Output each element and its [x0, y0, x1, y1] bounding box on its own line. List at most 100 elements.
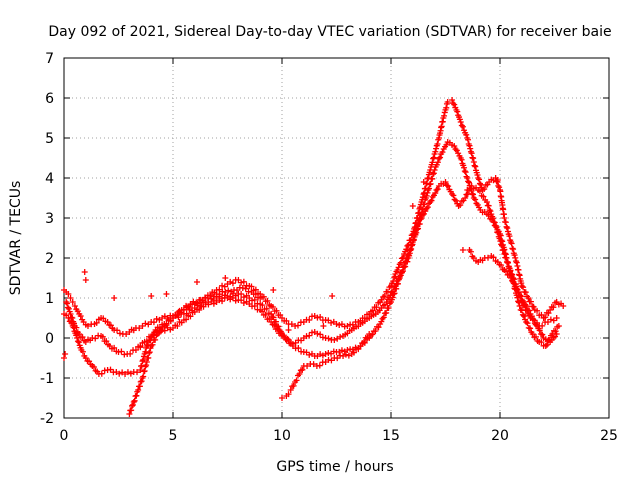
data-point-s2-47-1: [476, 188, 483, 195]
data-point-s5-5-2: [498, 262, 505, 269]
data-point-s6-5: [137, 343, 144, 349]
data-point-s2-29: [331, 337, 338, 343]
data-point-s6-14: [392, 271, 399, 277]
data-point-s4-12-4: [364, 334, 371, 341]
data-point-s3-1-3: [133, 392, 140, 399]
data-point-s5-4-1: [490, 254, 497, 261]
data-point-s3-7-3: [167, 318, 174, 325]
data-point-s2-37-4: [404, 252, 411, 259]
data-point-s2-18-1: [216, 297, 223, 304]
data-point-s2-10: [132, 347, 139, 353]
data-point-s2-20-2: [240, 300, 247, 307]
data-point-s1-58: [542, 343, 549, 349]
data-point-s2-42-2: [445, 183, 452, 190]
data-point-s3-1: [130, 399, 137, 405]
data-point-s0-69: [560, 303, 567, 309]
data-point-s0-67: [547, 307, 554, 313]
data-point-s3-16-1: [242, 285, 249, 292]
data-point-s1-46-1: [465, 178, 472, 185]
data-point-s3-4: [143, 359, 150, 365]
data-point-s0-60-4: [504, 225, 511, 232]
data-point-s2-45: [462, 195, 469, 201]
data-point-s2-25: [289, 341, 296, 347]
data-point-s4-2-2: [290, 382, 297, 389]
y-tick-label-5: 3: [45, 211, 54, 227]
data-point-s0-48-4: [443, 104, 450, 111]
data-point-s0-45-3: [429, 159, 436, 166]
data-point-s0-52-1: [458, 122, 465, 129]
data-point-s5-9-2: [523, 303, 530, 310]
data-point-s1-35-2: [379, 315, 386, 322]
data-point-s0-27-4: [264, 297, 271, 304]
data-point-s0-35: [333, 321, 340, 327]
data-point-s1-45-6: [462, 169, 469, 176]
data-point-s0-64-4: [530, 303, 537, 310]
data-point-s1-41-5: [437, 154, 444, 161]
data-point-s1-12-3: [139, 358, 146, 365]
y-tick-label-4: 2: [45, 251, 54, 267]
data-point-s2-39-1: [419, 211, 426, 218]
data-point-s3-14-1: [225, 287, 232, 294]
data-point-s4-10-1: [342, 351, 349, 358]
data-point-s6-17: [459, 247, 466, 253]
data-point-s1-40-1: [423, 192, 430, 199]
data-point-s0-4: [69, 299, 76, 305]
data-point-s1-3: [74, 335, 81, 341]
data-point-s2-36-6: [398, 269, 405, 276]
data-point-s0-61-3: [510, 246, 517, 253]
data-point-s2-6-1: [99, 333, 106, 340]
x-tick-label-1: 5: [169, 428, 178, 444]
data-point-s2-36-1: [393, 281, 400, 288]
data-point-s2-38-1: [410, 237, 417, 244]
data-point-s5-10-3: [531, 317, 538, 324]
data-point-s3-7-1: [163, 322, 170, 329]
data-point-s2-0-2: [64, 304, 71, 311]
data-point-s6-0: [61, 355, 67, 361]
data-point-s2-24-3: [285, 336, 292, 343]
data-point-s1-47-1: [472, 196, 479, 203]
data-point-s0-52-5: [463, 131, 470, 138]
data-point-s0-50: [449, 97, 456, 103]
data-point-s0-46-4: [434, 140, 441, 147]
data-point-s0-33-2: [317, 314, 324, 321]
data-point-s2-21-2: [251, 303, 258, 310]
data-point-s2-15-3: [187, 313, 194, 320]
data-point-s2-38-9: [417, 216, 424, 223]
data-point-s1-4-1: [79, 348, 86, 355]
data-point-s2-22-1: [259, 308, 266, 315]
data-point-s0-24-1: [227, 278, 234, 285]
data-point-s3-3-3: [141, 368, 148, 375]
data-point-s6-8: [193, 279, 200, 285]
data-point-s0-35-1: [336, 322, 343, 329]
data-point-s1-49-1: [485, 211, 492, 218]
data-point-s1-56: [529, 331, 536, 337]
data-point-s1-55: [523, 319, 530, 325]
data-point-s3-3-5: [143, 362, 150, 369]
data-point-s2-19: [224, 295, 231, 301]
data-point-s2-22-3: [262, 311, 269, 318]
data-point-s1-31-2: [338, 347, 345, 354]
data-point-s5-3-1: [485, 254, 492, 261]
data-point-s2-49-7: [498, 241, 505, 248]
data-point-s4-10: [340, 353, 347, 359]
data-point-s1-30-1: [325, 350, 332, 357]
data-point-s1-32: [344, 347, 351, 353]
data-point-s4-0: [279, 395, 285, 401]
data-point-s2-35-3: [387, 292, 394, 299]
x-tick-label-0: 0: [60, 428, 69, 444]
data-point-s5-7-2: [510, 279, 517, 286]
data-point-s1-57-1: [538, 339, 545, 346]
data-point-s0-6-1: [77, 313, 84, 320]
data-point-s2-29-2: [337, 333, 344, 340]
data-point-s0-49: [444, 99, 451, 105]
data-point-s0-44-3: [420, 191, 427, 198]
data-point-s3-18: [257, 295, 264, 301]
data-point-s2-56: [553, 315, 560, 321]
data-point-s2-9-1: [127, 350, 134, 357]
data-point-s0-54-2: [472, 163, 479, 170]
data-point-s1-6-1: [90, 364, 97, 371]
data-point-s2-50: [501, 251, 508, 257]
data-point-s1-40-9: [430, 171, 437, 178]
data-point-s2-42: [442, 179, 449, 185]
